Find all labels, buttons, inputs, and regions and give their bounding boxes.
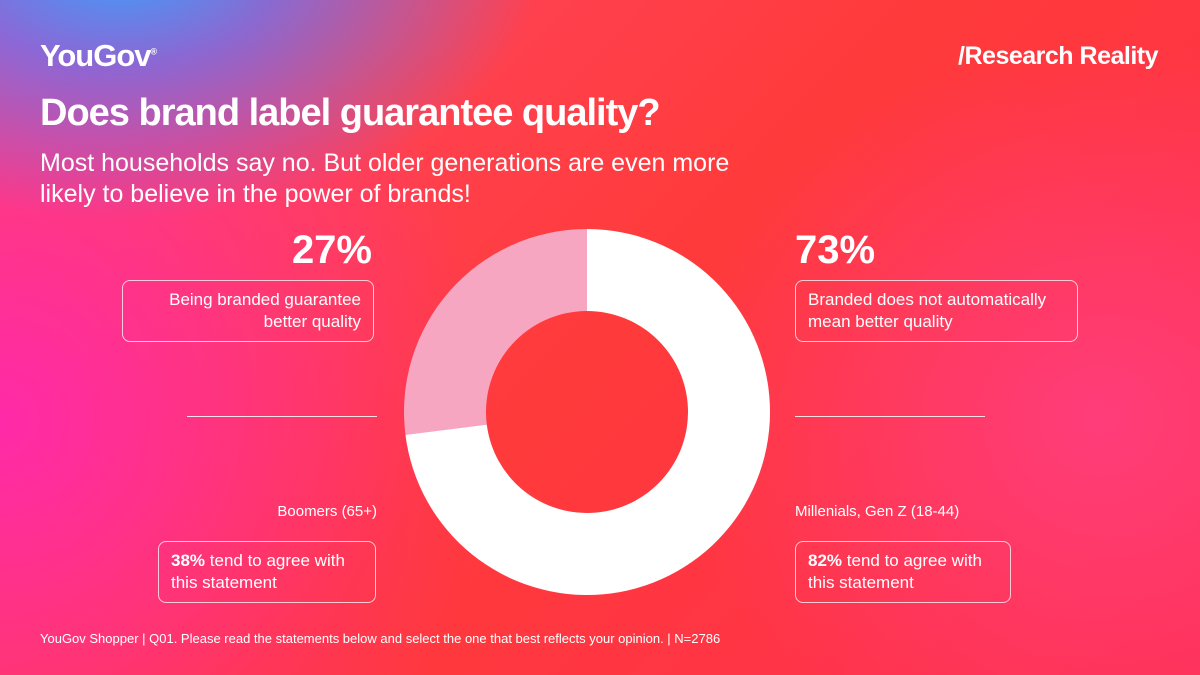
chart-subtitle: Most households say no. But older genera… xyxy=(40,149,730,208)
value-label: 73% xyxy=(795,228,876,272)
callout-text: tend to agree with this statement xyxy=(171,551,345,592)
callout: 38% tend to agree with this statement xyxy=(158,541,376,603)
divider xyxy=(187,416,377,417)
logo: YouGov® xyxy=(40,38,158,74)
series-name: /Research Reality xyxy=(958,42,1158,70)
callout-highlight: 82% xyxy=(808,551,843,570)
donut-segment xyxy=(405,229,771,595)
callout-text: tend to agree with this statement xyxy=(808,551,982,592)
category-label: Being branded guarantee better quality xyxy=(122,280,374,342)
divider xyxy=(795,416,985,417)
donut-segment xyxy=(404,229,587,435)
group-label: Millenials, Gen Z (18-44) xyxy=(795,503,960,520)
value-label: 27% xyxy=(291,228,372,272)
logo-mark: ® xyxy=(150,46,158,57)
callout-highlight: 38% xyxy=(171,551,206,570)
callout: 82% tend to agree with this statement xyxy=(795,541,1011,603)
chart-title: Does brand label guarantee quality? xyxy=(40,92,661,134)
category-label: Branded does not automatically mean bett… xyxy=(795,280,1078,342)
footer: YouGov Shopper | Q01. Please read the st… xyxy=(40,631,721,646)
logo-text: YouGov xyxy=(40,38,152,73)
group-label: Boomers (65+) xyxy=(277,503,377,520)
